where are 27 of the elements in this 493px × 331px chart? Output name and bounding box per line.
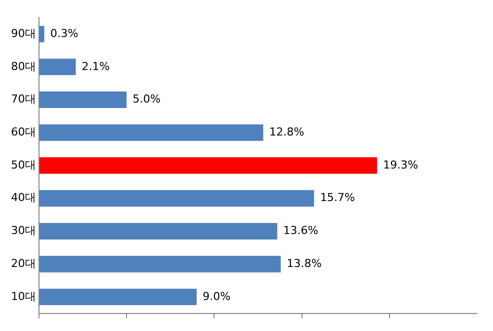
data-label: 9.0%	[202, 290, 231, 303]
bar	[39, 58, 76, 76]
bar	[39, 157, 378, 174]
bar	[39, 223, 278, 240]
data-label: 12.8%	[269, 125, 304, 138]
data-label: 19.3%	[383, 158, 418, 172]
y-tick-label: 60대	[10, 125, 36, 138]
bar	[39, 92, 127, 108]
data-label: 5.0%	[132, 92, 161, 106]
bar	[39, 26, 44, 42]
y-tick-label: 90대	[10, 26, 36, 40]
data-label: 15.7%	[320, 191, 356, 204]
y-tick-label: 10대	[10, 290, 36, 303]
data-label: 0.3%	[50, 26, 78, 40]
y-tick-label: 50대	[10, 158, 36, 172]
y-tick-label: 70대	[10, 92, 36, 106]
data-label: 2.1%	[82, 60, 110, 73]
bar	[39, 124, 264, 141]
bar	[39, 190, 314, 207]
bar	[39, 288, 197, 306]
data-label: 13.8%	[286, 256, 322, 270]
y-tick-label: 30대	[10, 224, 36, 238]
data-label: 13.6%	[283, 224, 318, 238]
y-tick-label: 20대	[10, 256, 36, 270]
y-tick-label: 80대	[10, 60, 36, 73]
y-tick-label: 40대	[10, 191, 36, 204]
bar	[39, 256, 281, 272]
